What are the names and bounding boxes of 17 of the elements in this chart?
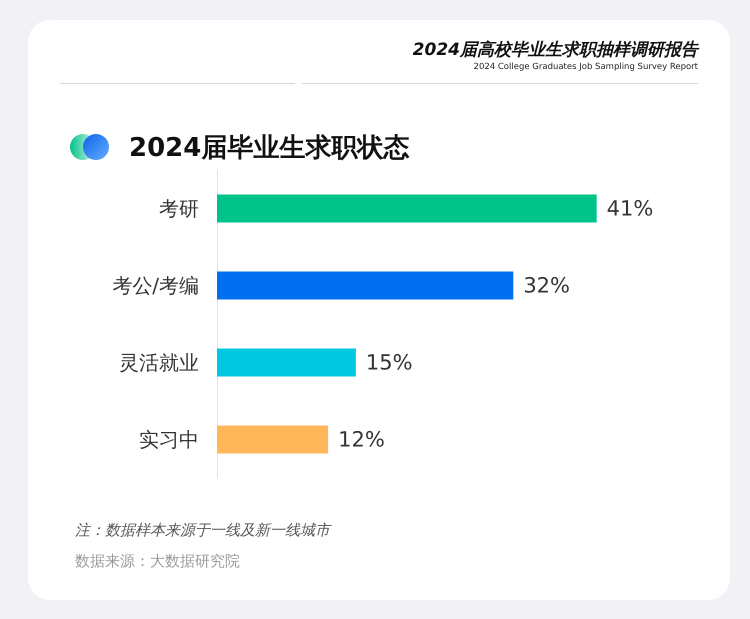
- text: 2024 College Graduates Job Sampling Survey Report: [474, 62, 698, 72]
- bar: [217, 348, 356, 376]
- text: 2024届高校毕业生求职抽样调研报告: [412, 39, 698, 61]
- data-label: 32%: [523, 274, 570, 298]
- chart-title: 2024届毕业生求职状态: [129, 133, 410, 163]
- y-tick-label: 灵活就业: [119, 350, 199, 374]
- y-tick-label: 考研: [159, 196, 199, 220]
- data-label: 15%: [366, 350, 413, 374]
- bar: [217, 272, 514, 300]
- bar: [217, 194, 597, 222]
- bar: [217, 426, 328, 454]
- text: 注：数据样本来源于一线及新一线城市: [75, 521, 330, 540]
- data-label: 12%: [338, 428, 385, 452]
- source-note: 数据来源：大数据研究院: [75, 552, 240, 571]
- data-label: 41%: [606, 196, 654, 220]
- y-tick-label: 实习中: [139, 428, 199, 452]
- y-tick-label: 考公/考编: [112, 274, 199, 298]
